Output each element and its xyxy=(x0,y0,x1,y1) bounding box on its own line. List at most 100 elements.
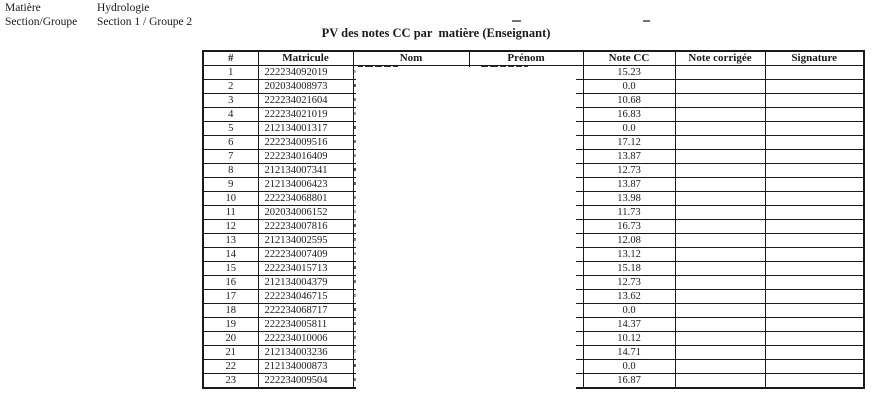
col-header-num: # xyxy=(202,50,259,66)
cell-note-cc: 14.71 xyxy=(582,345,676,360)
redacted-text-remnant xyxy=(353,140,356,143)
cell-signature xyxy=(764,107,865,122)
cell-matricule: 222234009516 xyxy=(257,135,354,150)
table-header-row: # Matricule Nom Prénom Note CC Note corr… xyxy=(202,50,865,66)
cell-matricule: 222234005811 xyxy=(257,317,354,332)
cell-num: 21 xyxy=(202,345,259,360)
redacted-text-remnant xyxy=(384,64,391,67)
cell-matricule: 212134000873 xyxy=(257,359,354,374)
redacted-text-remnant xyxy=(353,364,356,367)
cell-num: 12 xyxy=(202,219,259,234)
cell-note-corrigee xyxy=(674,359,766,374)
redacted-text-remnant xyxy=(516,64,522,67)
redacted-text-remnant xyxy=(524,64,528,67)
cell-note-corrigee xyxy=(674,121,766,136)
cell-signature xyxy=(764,289,865,304)
redacted-text-remnant xyxy=(353,126,356,129)
cell-signature xyxy=(764,149,865,164)
cell-signature xyxy=(764,275,865,290)
cell-num: 20 xyxy=(202,331,259,346)
cell-signature xyxy=(764,163,865,178)
redacted-text-remnant xyxy=(353,70,356,73)
redacted-text-remnant xyxy=(353,112,356,115)
redacted-text-remnant xyxy=(353,196,356,199)
cell-matricule: 212134003236 xyxy=(257,345,354,360)
redacted-text-remnant xyxy=(353,98,356,101)
redacted-text-remnant xyxy=(353,294,356,297)
cell-num: 4 xyxy=(202,107,259,122)
cell-note-corrigee xyxy=(674,345,766,360)
redacted-text-remnant xyxy=(353,210,356,213)
cell-matricule: 212134006423 xyxy=(257,177,354,192)
cell-note-corrigee xyxy=(674,331,766,346)
cell-note-corrigee xyxy=(674,261,766,276)
cell-note-corrigee xyxy=(674,317,766,332)
matiere-value: Hydrologie xyxy=(97,2,150,14)
cell-num: 8 xyxy=(202,163,259,178)
redacted-text-remnant xyxy=(353,168,356,171)
redacted-text-remnant xyxy=(353,238,356,241)
cell-matricule: 212134004379 xyxy=(257,275,354,290)
cell-num: 15 xyxy=(202,261,259,276)
cell-num: 22 xyxy=(202,359,259,374)
redacted-text-remnant xyxy=(353,308,356,311)
cell-signature xyxy=(764,79,865,94)
redaction-overlay xyxy=(356,67,576,392)
redacted-text-remnant xyxy=(508,64,514,67)
cell-matricule: 222234016409 xyxy=(257,149,354,164)
cell-note-corrigee xyxy=(674,219,766,234)
redacted-text-remnant xyxy=(375,64,382,67)
cell-signature xyxy=(764,177,865,192)
cell-signature xyxy=(764,359,865,374)
redacted-text-remnant xyxy=(353,378,356,381)
redacted-text-remnant xyxy=(353,336,356,339)
cell-matricule: 212134007341 xyxy=(257,163,354,178)
cell-note-cc: 13.12 xyxy=(582,247,676,262)
cell-matricule: 202034008973 xyxy=(257,79,354,94)
cell-note-corrigee xyxy=(674,303,766,318)
cell-matricule: 222234021019 xyxy=(257,107,354,122)
cell-note-cc: 13.62 xyxy=(582,289,676,304)
cell-note-corrigee xyxy=(674,275,766,290)
cell-note-cc: 16.73 xyxy=(582,219,676,234)
cell-note-corrigee xyxy=(674,149,766,164)
cell-note-cc: 13.87 xyxy=(582,149,676,164)
redacted-text-remnant xyxy=(353,280,356,283)
cell-note-corrigee xyxy=(674,205,766,220)
cell-signature xyxy=(764,233,865,248)
cell-num: 10 xyxy=(202,191,259,206)
cell-note-cc: 10.12 xyxy=(582,331,676,346)
cell-signature xyxy=(764,331,865,346)
cell-note-cc: 0.0 xyxy=(582,359,676,374)
cell-note-corrigee xyxy=(674,233,766,248)
cell-matricule: 222234068801 xyxy=(257,191,354,206)
redacted-text-remnant xyxy=(643,20,650,22)
cell-matricule: 212134002595 xyxy=(257,233,354,248)
cell-note-cc: 12.73 xyxy=(582,275,676,290)
cell-matricule: 222234068717 xyxy=(257,303,354,318)
cell-signature xyxy=(764,247,865,262)
redacted-text-remnant xyxy=(353,154,356,157)
cell-note-corrigee xyxy=(674,79,766,94)
cell-note-corrigee xyxy=(674,177,766,192)
cell-matricule: 212134001317 xyxy=(257,121,354,136)
cell-note-cc: 0.0 xyxy=(582,303,676,318)
cell-signature xyxy=(764,65,865,80)
cell-note-cc: 13.87 xyxy=(582,177,676,192)
cell-note-cc: 12.08 xyxy=(582,233,676,248)
cell-note-cc: 17.12 xyxy=(582,135,676,150)
cell-num: 2 xyxy=(202,79,259,94)
cell-note-corrigee xyxy=(674,373,766,389)
section-groupe-label: Section/Groupe xyxy=(5,16,78,28)
cell-matricule: 222234009504 xyxy=(257,373,354,389)
cell-note-cc: 10.68 xyxy=(582,93,676,108)
cell-note-corrigee xyxy=(674,135,766,150)
redacted-text-remnant xyxy=(353,84,356,87)
redacted-text-remnant xyxy=(481,64,488,67)
col-header-note-corrigee: Note corrigée xyxy=(674,50,766,66)
cell-num: 18 xyxy=(202,303,259,318)
col-header-prenom: Prénom xyxy=(468,50,584,66)
cell-num: 11 xyxy=(202,205,259,220)
cell-matricule: 222234007409 xyxy=(257,247,354,262)
cell-num: 23 xyxy=(202,373,259,389)
